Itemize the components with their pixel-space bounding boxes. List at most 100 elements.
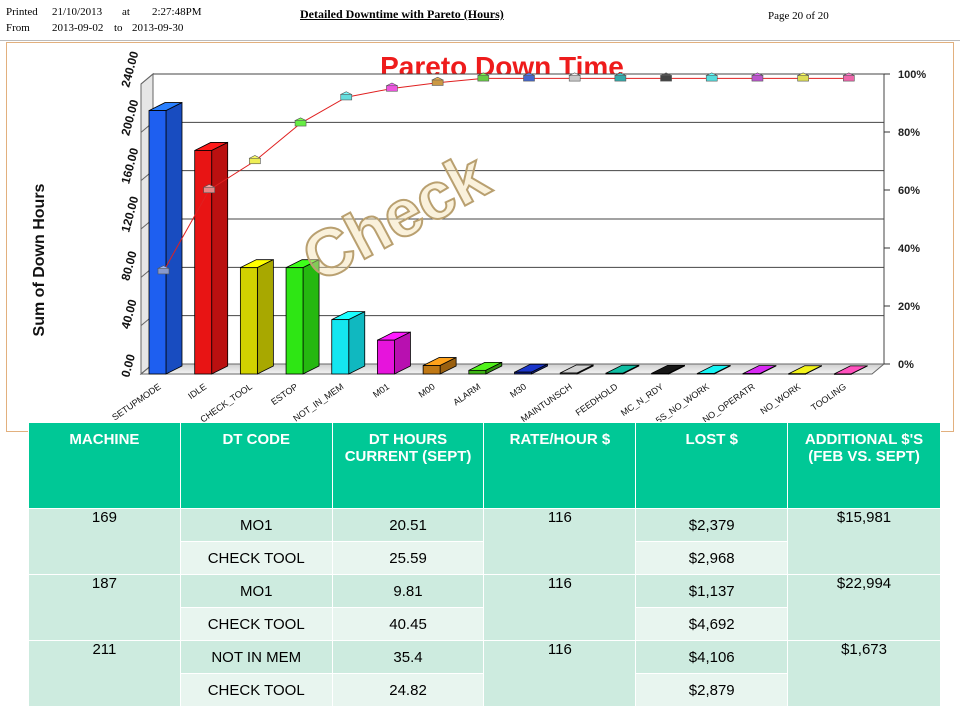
bar — [833, 373, 852, 375]
gridline-side — [140, 73, 154, 85]
lost-cell: $2,968 — [635, 541, 789, 575]
dt-hours-cell: 25.59 — [331, 541, 485, 575]
y2-tick-label: 0% — [898, 359, 914, 371]
x-tick-label: NO_WORK — [758, 381, 802, 416]
bar-side — [211, 141, 229, 375]
cumulative-marker — [340, 94, 353, 101]
bar — [285, 267, 304, 375]
y-axis-label: Sum of Down Hours — [31, 183, 48, 336]
y-tick-label: 120.00 — [118, 194, 141, 233]
bar — [742, 373, 761, 375]
bar — [696, 373, 715, 375]
bar — [377, 339, 395, 375]
lost-cell: $1,137 — [635, 574, 789, 608]
x-tick-label: FEEDHOLD — [574, 381, 620, 418]
page-indicator: Page 20 of 20 — [768, 10, 829, 22]
x-tick-label: ALARM — [451, 381, 482, 407]
x-tick-label: MC_N_RDY — [619, 381, 665, 418]
rate-cell: 116 — [483, 640, 637, 707]
y-tick-label: 240.00 — [118, 49, 141, 88]
bar — [788, 373, 807, 375]
printed-date: 21/10/2013 — [52, 6, 103, 18]
dt-code-cell: CHECK TOOL — [179, 607, 333, 641]
cumulative-marker — [386, 85, 398, 92]
cumulative-marker — [294, 120, 307, 127]
y-tick-label: 160.00 — [118, 146, 141, 185]
bar — [605, 372, 624, 375]
x-tick-label: ESTOP — [269, 381, 300, 407]
at-label: at — [122, 6, 130, 18]
bar — [148, 110, 167, 375]
bar — [651, 372, 669, 375]
report-header: Printed 21/10/2013 at 2:27:48PM From 201… — [0, 0, 960, 40]
dt-hours-cell: 24.82 — [331, 673, 485, 707]
x-tick-label: TOOLING — [809, 381, 848, 412]
x-tick-label: MAINTUNSCH — [519, 381, 574, 424]
cumulative-line — [163, 77, 849, 272]
rate-cell: 116 — [483, 508, 637, 575]
dt-code-cell: MO1 — [179, 574, 333, 608]
from-date: 2013-09-02 — [52, 22, 104, 34]
bar-side — [348, 310, 366, 375]
cumulative-marker — [797, 75, 809, 82]
report-title: Detailed Downtime with Pareto (Hours) — [300, 7, 504, 21]
bar — [559, 372, 578, 375]
to-date: 2013-09-30 — [132, 22, 184, 34]
y-tick-label: 200.00 — [118, 98, 141, 137]
x-tick-label: IDLE — [186, 381, 208, 401]
col-header-dt-hours: DT HOURS CURRENT (SEPT) — [331, 422, 485, 509]
y2-tick-label: 80% — [898, 127, 920, 139]
downtime-table: MACHINE DT CODE DT HOURS CURRENT (SEPT) … — [28, 422, 941, 707]
col-header-additional: ADDITIONAL $'S (FEB VS. SEPT) — [787, 422, 941, 509]
x-tick-label: SETUPMODE — [110, 381, 162, 422]
bar-side — [165, 101, 183, 375]
printed-time: 2:27:48PM — [152, 6, 202, 18]
dt-code-cell: CHECK TOOL — [179, 541, 333, 575]
additional-cell: $15,981 — [787, 508, 941, 575]
table-header-row: MACHINE DT CODE DT HOURS CURRENT (SEPT) … — [28, 422, 941, 509]
header-divider — [0, 40, 960, 41]
lost-cell: $4,692 — [635, 607, 789, 641]
machine-cell: 211 — [28, 640, 181, 707]
to-label: to — [114, 22, 123, 34]
table-row: CHECK TOOL 24.82 $2,879 — [29, 673, 941, 707]
bar — [422, 365, 441, 375]
col-header-dt-code: DT CODE — [179, 422, 333, 509]
dt-code-cell: NOT IN MEM — [179, 640, 333, 674]
cumulative-marker — [705, 75, 718, 82]
lost-cell: $2,379 — [635, 508, 789, 542]
bar — [331, 319, 350, 375]
table-row: CHECK TOOL 40.45 $4,692 — [29, 607, 941, 641]
lost-cell: $2,879 — [635, 673, 789, 707]
y2-tick-label: 40% — [898, 243, 920, 255]
cumulative-marker — [477, 75, 490, 82]
rate-cell: 116 — [483, 574, 637, 641]
col-header-machine: MACHINE — [28, 422, 181, 509]
x-tick-label: NOT_IN_MEM — [291, 381, 345, 423]
y-tick-label: 80.00 — [118, 249, 139, 282]
dt-hours-cell: 9.81 — [331, 574, 485, 608]
dt-hours-cell: 20.51 — [331, 508, 485, 542]
dt-hours-cell: 40.45 — [331, 607, 485, 641]
machine-cell: 187 — [28, 574, 181, 641]
cumulative-marker — [843, 75, 855, 82]
cumulative-marker — [157, 268, 170, 275]
dt-code-cell: MO1 — [179, 508, 333, 542]
bar — [514, 371, 532, 375]
table-row: 187 MO1 9.81 116 $1,137 $22,994 — [28, 574, 941, 641]
cumulative-marker — [523, 75, 535, 82]
col-header-lost: LOST $ — [635, 422, 789, 509]
cumulative-marker — [203, 186, 215, 194]
x-tick-label: M01 — [371, 381, 391, 399]
dt-hours-cell: 35.4 — [331, 640, 485, 674]
x-tick-label: M30 — [508, 381, 528, 399]
bar-side — [256, 259, 274, 375]
x-tick-label: M00 — [417, 381, 437, 399]
cumulative-marker — [614, 75, 627, 82]
table-row: CHECK TOOL 25.59 $2,968 — [29, 541, 941, 575]
from-label: From — [6, 22, 30, 34]
y2-tick-label: 20% — [898, 301, 920, 313]
bar — [194, 150, 213, 375]
cumulative-marker — [249, 157, 261, 165]
y2-tick-label: 60% — [898, 185, 920, 197]
